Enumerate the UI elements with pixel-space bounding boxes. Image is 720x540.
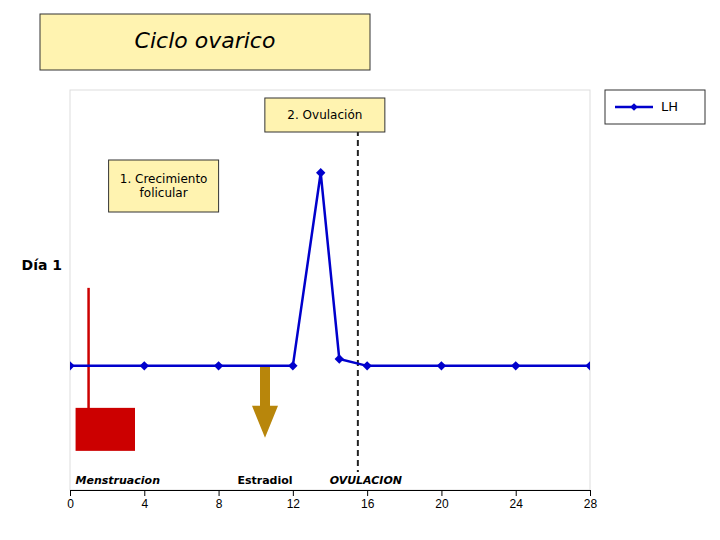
legend-marker bbox=[630, 103, 638, 111]
x-tick-label: 16 bbox=[361, 497, 375, 511]
estradiol-label: Estradiol bbox=[237, 474, 292, 487]
series-marker bbox=[437, 361, 446, 370]
x-tick-label: 24 bbox=[510, 497, 524, 511]
series-marker bbox=[70, 361, 75, 370]
x-tick-label: 4 bbox=[141, 497, 148, 511]
series-marker bbox=[362, 361, 371, 370]
x-tick-mark bbox=[516, 490, 517, 496]
legend-box bbox=[605, 90, 705, 124]
series-marker bbox=[316, 168, 325, 177]
x-tick-mark bbox=[590, 490, 591, 496]
annotation-texts: Día 1 Menstruacion Estradiol OVULACION 1. Cr… bbox=[22, 98, 402, 487]
menstruation-label: Menstruacion bbox=[76, 474, 161, 487]
growth-box bbox=[109, 160, 219, 212]
title: Ciclo ovarico bbox=[135, 28, 276, 53]
x-tick: 12 bbox=[287, 490, 301, 511]
x-tick-mark bbox=[70, 490, 71, 496]
series-marker bbox=[585, 361, 590, 370]
day1-label: Día 1 bbox=[22, 257, 62, 273]
legend-label: LH bbox=[661, 99, 678, 114]
estradiol-arrow bbox=[252, 366, 278, 438]
growth-label: 1. Crecimientofolicular bbox=[120, 172, 208, 200]
x-tick: 20 bbox=[435, 490, 449, 511]
plot-area: 0 4 8 12 16 20 24 28 Día 1 Menstruacion Estradiol O… bbox=[22, 90, 598, 511]
x-tick-label: 20 bbox=[435, 497, 449, 511]
x-tick-mark bbox=[144, 490, 145, 496]
series-marker bbox=[335, 354, 344, 363]
x-tick-label: 28 bbox=[584, 497, 598, 511]
x-tick-label: 12 bbox=[287, 497, 301, 511]
annotation-marks bbox=[76, 110, 358, 472]
series-marker bbox=[214, 361, 223, 370]
title-box bbox=[40, 14, 370, 70]
menstruation-bar bbox=[76, 408, 135, 451]
plot-frame bbox=[70, 90, 590, 490]
x-axis-line bbox=[71, 491, 591, 497]
series-group bbox=[70, 168, 590, 370]
series-marker bbox=[288, 361, 297, 370]
menstruation-arrow bbox=[87, 288, 90, 421]
ovulation-label: OVULACION bbox=[330, 474, 402, 487]
x-tick-mark bbox=[219, 490, 220, 496]
x-tick-label: 0 bbox=[67, 497, 74, 511]
chart: 0 4 8 12 16 20 24 28 Día 1 Menstruacion Estradiol O… bbox=[0, 0, 720, 540]
ovulation-box-label: 2. Ovulación bbox=[287, 108, 362, 122]
x-tick: 16 bbox=[361, 490, 375, 511]
series-marker bbox=[511, 361, 520, 370]
x-tick: 0 bbox=[67, 490, 74, 511]
x-tick: 4 bbox=[141, 490, 148, 511]
x-tick: 28 bbox=[584, 490, 598, 511]
x-tick-mark bbox=[367, 490, 368, 496]
ovulation-line bbox=[357, 110, 359, 472]
x-axis: 0 4 8 12 16 20 24 28 bbox=[67, 490, 597, 511]
x-tick-mark bbox=[441, 490, 442, 496]
series-marker bbox=[140, 361, 149, 370]
x-tick-label: 8 bbox=[216, 497, 223, 511]
x-tick: 8 bbox=[216, 490, 223, 511]
x-tick: 24 bbox=[510, 490, 524, 511]
x-tick-mark bbox=[293, 490, 294, 496]
legend: LH bbox=[605, 90, 705, 124]
ovulation-box bbox=[265, 98, 385, 132]
